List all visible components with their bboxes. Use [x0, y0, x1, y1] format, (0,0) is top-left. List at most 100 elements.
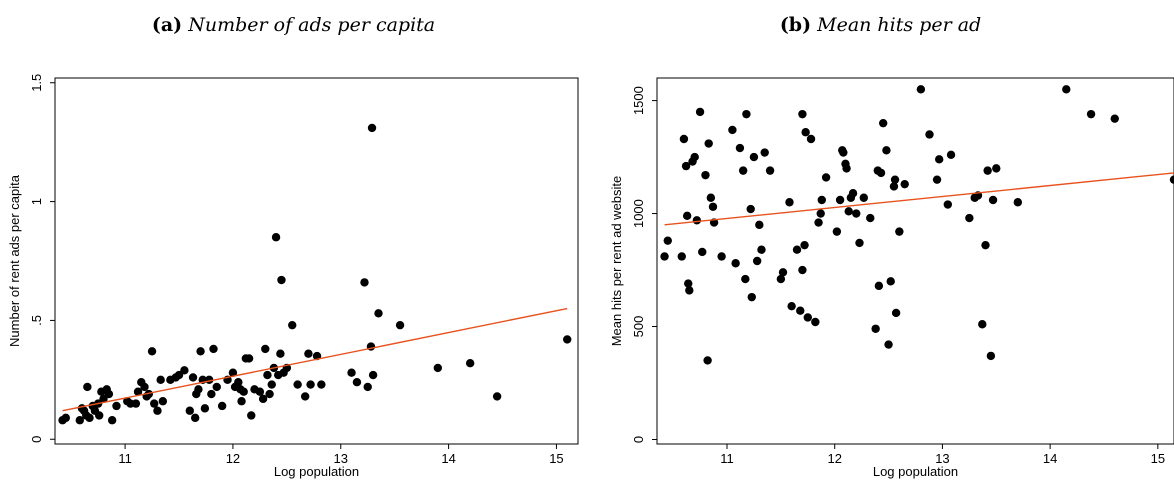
data-point — [185, 406, 194, 415]
data-point — [207, 389, 216, 399]
data-point — [895, 227, 904, 236]
data-point — [681, 161, 691, 171]
data-point — [150, 399, 159, 408]
data-point — [271, 233, 281, 242]
data-point — [188, 373, 198, 382]
data-point — [685, 286, 694, 295]
data-point — [981, 240, 990, 250]
data-point — [104, 389, 114, 399]
data-point — [859, 193, 868, 202]
data-point — [778, 268, 788, 277]
fit-line — [664, 172, 1174, 226]
data-point — [738, 166, 748, 175]
data-point — [747, 292, 756, 302]
x-tick-label: 12 — [226, 451, 240, 466]
y-tick-label: .5 — [29, 315, 44, 326]
data-point — [978, 320, 987, 329]
data-point — [760, 148, 769, 157]
data-point — [684, 279, 693, 288]
data-point — [112, 401, 121, 411]
data-point — [891, 308, 901, 318]
y-tick-label: 0 — [29, 436, 44, 443]
data-point — [200, 404, 210, 413]
data-point — [842, 164, 851, 173]
data-point — [261, 344, 270, 354]
x-tick-label: 15 — [549, 451, 563, 466]
data-point — [158, 397, 168, 406]
data-point — [1110, 114, 1119, 123]
data-point — [61, 413, 70, 423]
data-point — [660, 252, 669, 261]
data-point — [265, 389, 274, 399]
data-point — [728, 125, 737, 135]
data-point — [276, 349, 285, 358]
data-point — [368, 370, 378, 380]
data-point — [1013, 198, 1023, 207]
data-point — [99, 394, 108, 404]
data-point — [244, 354, 254, 363]
data-point — [848, 189, 858, 198]
data-point — [983, 166, 992, 175]
data-point — [690, 152, 699, 162]
data-point — [217, 401, 227, 411]
data-point — [814, 218, 823, 227]
data-point — [871, 324, 880, 333]
data-point — [757, 245, 766, 254]
x-axis-title: Log population — [274, 464, 359, 479]
data-point — [785, 198, 794, 207]
data-point — [806, 134, 816, 144]
caption-a: (a) Number of ads per capita — [0, 14, 587, 36]
y-tick-label: 1000 — [631, 199, 646, 228]
data-point — [717, 252, 726, 261]
data-point — [731, 259, 740, 268]
data-point — [803, 313, 812, 322]
data-point — [852, 209, 861, 218]
data-point — [746, 204, 755, 214]
y-tick-label: 1 — [29, 198, 44, 205]
data-point — [563, 335, 572, 344]
data-point — [374, 309, 383, 318]
data-point — [1062, 85, 1071, 94]
data-point — [196, 347, 205, 356]
y-tick-label: 1500 — [631, 86, 646, 115]
data-point — [682, 211, 692, 221]
data-point — [821, 173, 831, 182]
data-point — [228, 368, 238, 377]
y-tick-label: 0 — [631, 436, 646, 443]
data-point — [946, 150, 956, 160]
data-point — [360, 278, 369, 287]
data-point — [765, 166, 775, 175]
plot-frame — [656, 77, 1174, 445]
data-point — [288, 320, 297, 330]
data-point — [916, 85, 926, 94]
chart-panel-b: 11 12 13 14 15 0 500 1000 1500 Log population Mean… — [609, 77, 1174, 479]
data-point — [752, 256, 762, 266]
data-point — [239, 387, 248, 396]
data-point — [796, 306, 805, 315]
data-point — [255, 387, 265, 396]
data-point — [140, 382, 149, 392]
data-point — [677, 252, 686, 261]
x-tick-label: 14 — [441, 451, 455, 466]
data-point — [886, 277, 895, 286]
chart-panel-a: 11 12 13 14 15 0 .5 1 1.5 Log population Number of… — [7, 74, 579, 479]
data-point — [258, 394, 268, 404]
data-point — [706, 193, 716, 202]
x-axis-title: Log population — [873, 464, 958, 479]
x-tick-label: 14 — [1043, 451, 1057, 466]
x-tick-label: 15 — [1151, 451, 1165, 466]
caption-b-text: Mean hits per ad — [817, 14, 982, 36]
x-tick-label: 11 — [720, 451, 734, 466]
data-point — [492, 392, 502, 401]
data-point — [180, 366, 189, 375]
data-point — [1169, 175, 1174, 184]
data-point — [85, 413, 94, 423]
data-point — [352, 378, 362, 387]
data-point — [986, 351, 996, 361]
data-point — [212, 382, 221, 392]
y-axis-title: Mean hits per rent ad website — [609, 176, 624, 347]
data-point — [147, 347, 157, 356]
data-point — [755, 220, 764, 230]
data-point — [363, 382, 372, 392]
